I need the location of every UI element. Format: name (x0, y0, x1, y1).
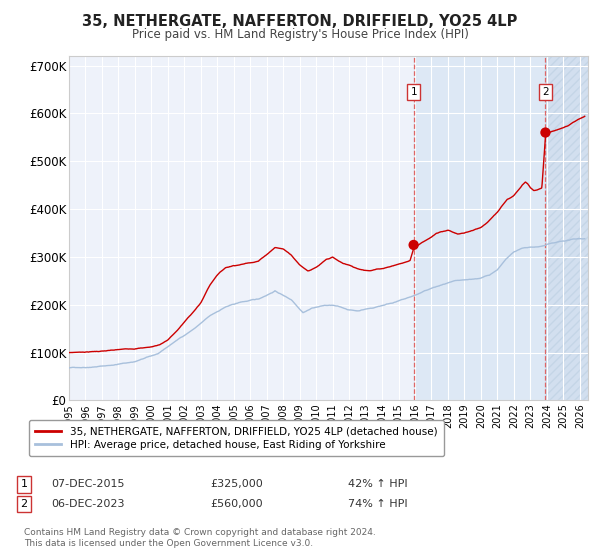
Point (541, 128, 550, 137)
Point (409, 240, 418, 249)
Text: 06-DEC-2023: 06-DEC-2023 (51, 499, 125, 509)
Text: This data is licensed under the Open Government Licence v3.0.: This data is licensed under the Open Gov… (24, 539, 313, 548)
Text: 07-DEC-2015: 07-DEC-2015 (51, 479, 125, 489)
Bar (545, 56, 588, 400)
Bar (413, 56, 588, 400)
Text: 74% ↑ HPI: 74% ↑ HPI (348, 499, 407, 509)
Text: Price paid vs. HM Land Registry's House Price Index (HPI): Price paid vs. HM Land Registry's House … (131, 28, 469, 41)
Text: 35, NETHERGATE, NAFFERTON, DRIFFIELD, YO25 4LP: 35, NETHERGATE, NAFFERTON, DRIFFIELD, YO… (82, 14, 518, 29)
Text: 2: 2 (542, 87, 549, 97)
Text: £325,000: £325,000 (210, 479, 263, 489)
Text: Contains HM Land Registry data © Crown copyright and database right 2024.: Contains HM Land Registry data © Crown c… (24, 528, 376, 536)
Text: 1: 1 (410, 87, 417, 97)
Text: 1: 1 (20, 479, 28, 489)
Text: £560,000: £560,000 (210, 499, 263, 509)
Legend: 35, NETHERGATE, NAFFERTON, DRIFFIELD, YO25 4LP (detached house), HPI: Average pr: 35, NETHERGATE, NAFFERTON, DRIFFIELD, YO… (29, 420, 444, 456)
Text: 2: 2 (20, 499, 28, 509)
Text: 42% ↑ HPI: 42% ↑ HPI (348, 479, 407, 489)
